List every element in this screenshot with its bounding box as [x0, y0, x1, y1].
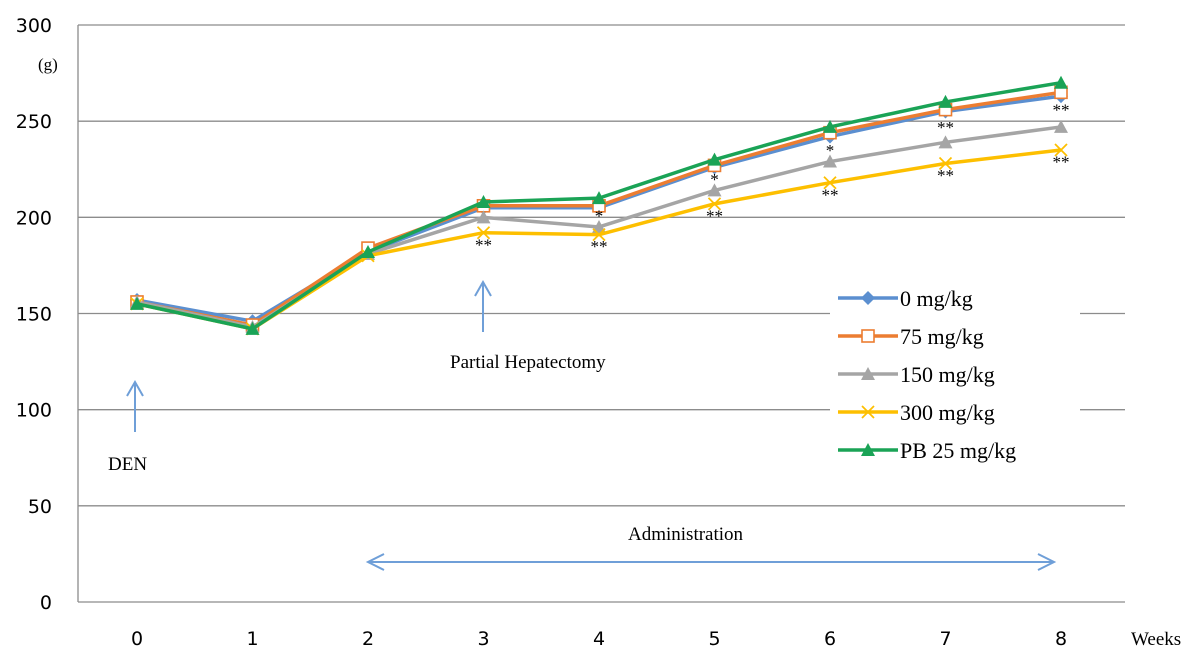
data-point [823, 119, 837, 133]
hepatectomy-arrow-head [474, 279, 492, 297]
data-point [707, 152, 722, 166]
data-point [707, 183, 722, 197]
y-tick-label: 50 [28, 496, 52, 518]
data-point [707, 197, 722, 211]
hepatectomy-annotation: Partial Hepatectomy [450, 279, 606, 373]
x-tick-label: 4 [593, 628, 605, 648]
x-axis-label: Weeks [1131, 629, 1181, 648]
data-point [1054, 143, 1068, 157]
significance-marker: ** [591, 237, 608, 256]
legend: 0 mg/kg 75 mg/kg 150 mg/kg 300 mg/kg PB 25 m… [830, 282, 1080, 472]
data-point [476, 226, 491, 240]
administration-label: Administration [628, 524, 744, 545]
data-point [592, 228, 606, 242]
x-tick-label: 0 [131, 628, 143, 648]
legend-marker [861, 329, 875, 343]
significance-marker: ** [937, 166, 954, 185]
significance-marker: * [595, 206, 604, 225]
data-point [361, 244, 375, 258]
data-point [823, 154, 837, 168]
legend-label: 150 mg/kg [900, 362, 995, 387]
data-point [1054, 75, 1068, 89]
legend-entry: 75 mg/kg [838, 324, 984, 349]
legend-entry: 300 mg/kg [838, 400, 995, 425]
significance-marker: ** [1053, 153, 1070, 172]
den-label: DEN [108, 454, 147, 475]
data-point [1054, 119, 1068, 133]
significance-marker: ** [822, 185, 839, 204]
data-point [938, 94, 953, 108]
y-tick-label: 100 [16, 400, 52, 422]
hepatectomy-label: Partial Hepatectomy [450, 352, 606, 373]
series-layer [130, 75, 1068, 336]
y-tick-label: 0 [40, 592, 52, 614]
y-tick-label: 150 [16, 304, 52, 326]
significance-marker: ** [475, 235, 492, 254]
den-annotation: DEN [108, 379, 147, 475]
legend-marker [861, 405, 875, 419]
data-point [823, 176, 837, 190]
legend-marker [861, 443, 875, 456]
grid-layer [77, 24, 1125, 603]
data-point [130, 296, 144, 310]
data-point [938, 156, 953, 171]
data-point [245, 321, 260, 335]
significance-marker: * [826, 141, 835, 160]
data-point [476, 194, 491, 208]
y-tick-labels: 0 50 100 150 200 250 300 [16, 15, 52, 614]
significance-markers: ******************* [475, 101, 1070, 257]
x-tick-label: 6 [824, 628, 836, 648]
x-tick-label: 3 [477, 628, 489, 648]
y-tick-label: 300 [16, 15, 52, 37]
significance-marker: ** [937, 118, 954, 137]
legend-entry: PB 25 mg/kg [838, 438, 1016, 463]
y-tick-label: 250 [16, 111, 52, 133]
x-tick-label: 5 [708, 628, 720, 648]
x-tick-label: 8 [1055, 628, 1067, 648]
significance-marker: ** [1053, 101, 1070, 120]
den-arrow-head [126, 379, 144, 397]
administration-arrow-head-right [1037, 553, 1057, 571]
x-tick-labels: 0 1 2 3 4 5 6 7 8 [131, 628, 1067, 648]
legend-label: 75 mg/kg [900, 324, 984, 349]
legend-marker [861, 291, 875, 305]
legend-label: 0 mg/kg [900, 286, 973, 311]
legend-label: PB 25 mg/kg [900, 438, 1016, 463]
x-tick-label: 7 [939, 628, 951, 648]
y-tick-label: 200 [16, 207, 52, 229]
significance-marker: * [710, 170, 719, 189]
legend-marker [861, 367, 875, 380]
legend-entry: 0 mg/kg [838, 286, 973, 311]
data-point [592, 219, 606, 233]
series-pb-25-mg-kg [130, 75, 1068, 335]
legend-label: 300 mg/kg [900, 400, 995, 425]
legend-entry: 150 mg/kg [838, 362, 995, 387]
x-tick-label: 2 [362, 628, 374, 648]
data-point [592, 191, 606, 205]
data-point [938, 135, 953, 149]
y-axis-unit-label: (g) [38, 55, 58, 74]
data-point [476, 210, 491, 224]
administration-arrow-head-left [365, 553, 385, 571]
administration-annotation: Administration [365, 524, 1057, 571]
x-tick-label: 1 [246, 628, 258, 648]
significance-marker: ** [706, 206, 723, 225]
